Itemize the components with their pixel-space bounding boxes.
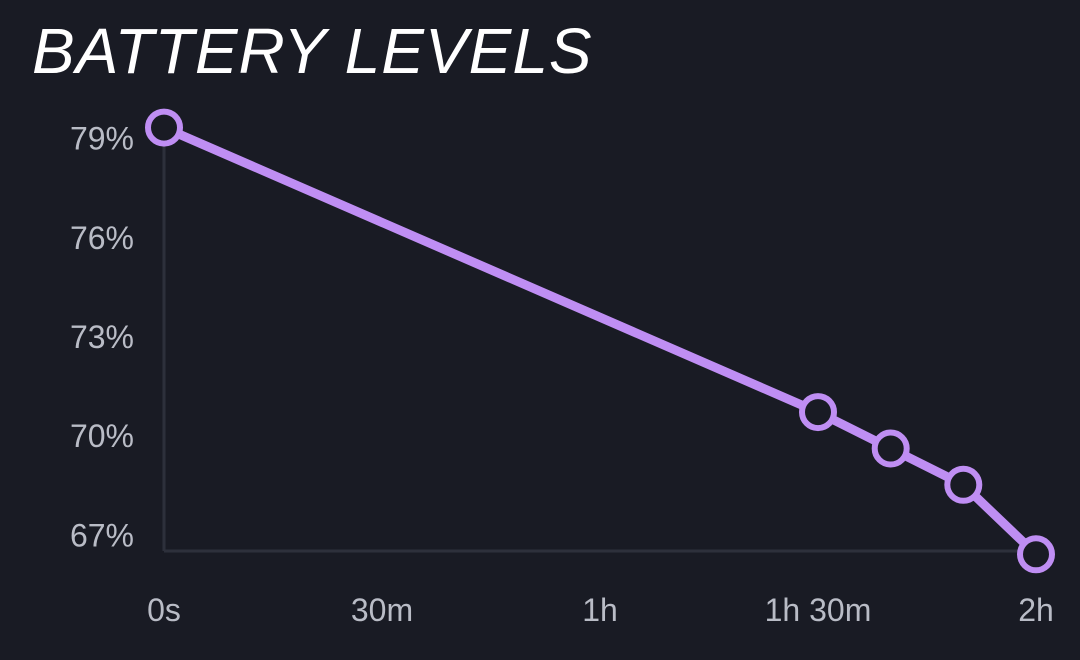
x-tick-label: 1h 30m (765, 592, 872, 628)
y-tick-label: 79% (70, 121, 134, 157)
y-tick-label: 67% (70, 517, 134, 553)
x-tick-label: 1h (582, 592, 618, 628)
series-lines (159, 123, 1041, 559)
battery-level-point[interactable] (145, 108, 183, 147)
y-tick-label: 76% (70, 220, 134, 256)
y-tick-labels: 67% 70% 73% 76% 79% (70, 121, 134, 554)
battery-level-point[interactable] (1017, 535, 1055, 574)
x-tick-label: 0s (147, 592, 181, 628)
chart-title: BATTERY LEVELS (32, 15, 593, 87)
x-tick-label: 2h (1018, 592, 1054, 628)
x-tick-label: 30m (351, 592, 413, 628)
x-tick-labels: 0s 30m 1h 1h 30m 2h (147, 592, 1054, 628)
battery-level-point[interactable] (799, 393, 837, 432)
y-tick-label: 73% (70, 319, 134, 355)
battery-level-point[interactable] (871, 429, 910, 468)
y-tick-label: 70% (70, 418, 134, 454)
series-points (145, 108, 1055, 574)
battery-level-point[interactable] (944, 465, 983, 504)
battery-level-line (159, 123, 1041, 559)
